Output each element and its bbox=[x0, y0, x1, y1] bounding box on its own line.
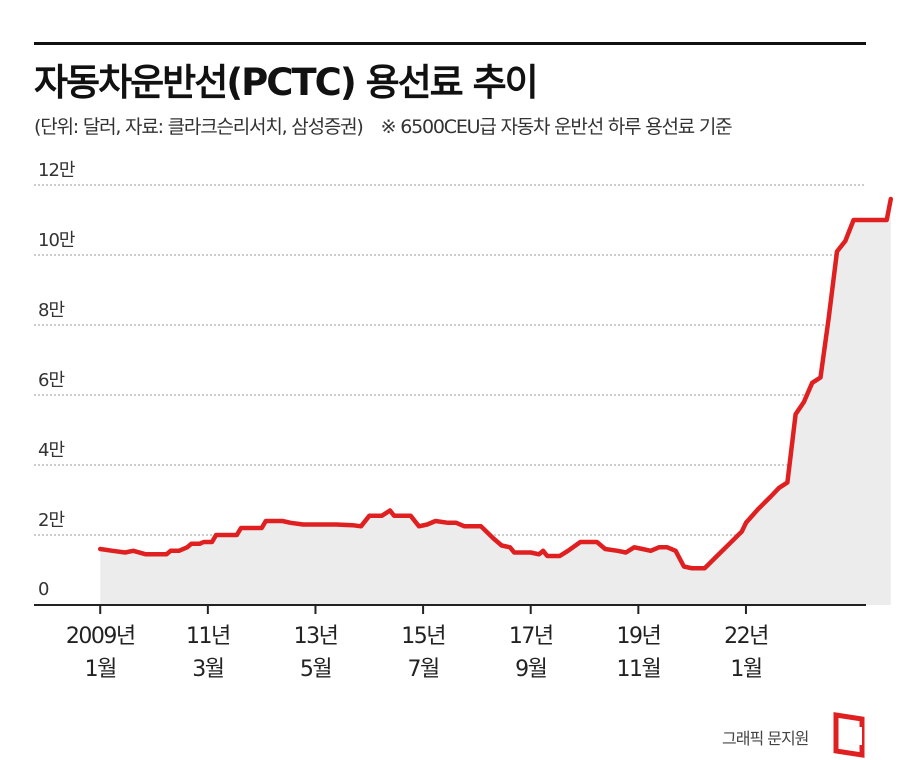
x-tick-label-month: 1월 bbox=[730, 657, 761, 682]
x-tick-label-month: 1월 bbox=[85, 657, 116, 682]
x-tick-label-year: 17년 bbox=[509, 624, 553, 649]
y-tick-label: 12만 bbox=[38, 160, 75, 181]
series-area bbox=[100, 199, 891, 605]
x-tick-label-month: 9월 bbox=[515, 657, 546, 682]
x-tick-label-year: 13년 bbox=[294, 624, 338, 649]
basis-note: ※ 6500CEU급 자동차 운반선 하루 용선료 기준 bbox=[380, 116, 733, 138]
x-tick-label-year: 19년 bbox=[616, 624, 660, 649]
area-fill-layer bbox=[100, 199, 891, 605]
x-tick-label-month: 5월 bbox=[300, 657, 331, 682]
x-tick-label-year: 22년 bbox=[724, 624, 768, 649]
y-tick-label: 8만 bbox=[38, 300, 64, 321]
chart-subtitle: (단위: 달러, 자료: 클라크슨리서치, 삼성증권) ※ 6500CEU급 자동… bbox=[34, 112, 733, 139]
series-line-layer bbox=[97, 196, 894, 571]
red-document-bracket-icon bbox=[833, 712, 865, 758]
y-tick-label: 2만 bbox=[38, 510, 64, 531]
x-tick-label-year: 2009년 bbox=[66, 624, 135, 649]
y-tick-label: 6만 bbox=[38, 370, 64, 391]
x-tick-label-month: 11월 bbox=[616, 657, 660, 682]
top-rule bbox=[34, 42, 866, 45]
x-tick-label-month: 3월 bbox=[192, 657, 223, 682]
x-tick-label-year: 11년 bbox=[186, 624, 230, 649]
chart-title: 자동차운반선(PCTC) 용선료 추이 bbox=[34, 61, 539, 104]
y-tick-label: 4만 bbox=[38, 440, 64, 461]
x-tick-label-year: 15년 bbox=[401, 624, 445, 649]
grid-lines bbox=[34, 184, 866, 536]
series-line bbox=[97, 196, 894, 571]
tick-labels: 0 2만 4만 6만 8만 10만 12만 2009년 1월 11년 3월 13년 5월 15년 7월 17년… bbox=[38, 160, 769, 682]
y-tick-label: 0 bbox=[38, 579, 49, 600]
x-axis bbox=[34, 604, 866, 614]
unit-source-text: (단위: 달러, 자료: 클라크슨리서치, 삼성증권) bbox=[34, 116, 364, 138]
x-tick-label-month: 7월 bbox=[407, 657, 438, 682]
y-tick-label: 10만 bbox=[38, 230, 75, 251]
graphic-credit: 그래픽 문지원 bbox=[722, 729, 809, 748]
